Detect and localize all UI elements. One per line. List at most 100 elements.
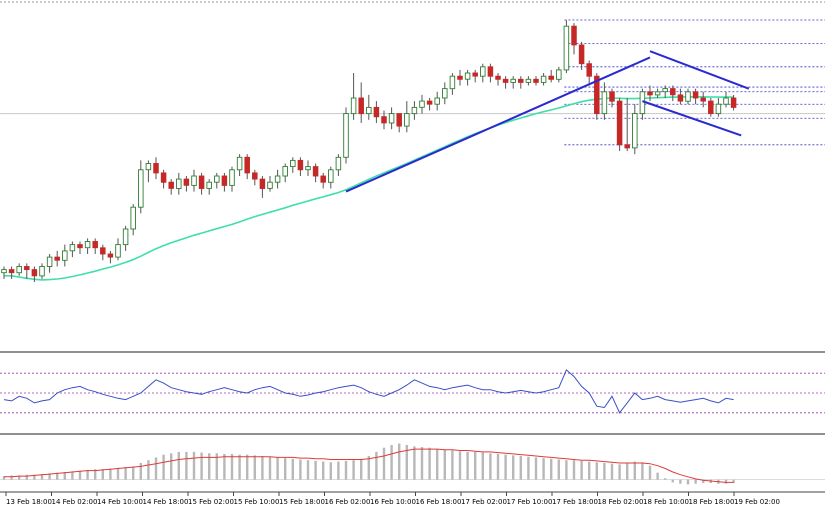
candle-body-down [616, 100, 623, 146]
candle-body-up [510, 78, 516, 83]
candle [457, 69, 463, 86]
candle [16, 263, 22, 276]
candle-body-up [274, 175, 281, 183]
candle [358, 82, 364, 123]
candle [426, 98, 433, 111]
candle-body-down [495, 75, 501, 80]
x-tick-label: 18 Feb 10:00 [643, 498, 689, 506]
candle-body-down [670, 88, 676, 96]
candle-body-up [442, 88, 448, 99]
flag-upper-trendline [649, 50, 750, 90]
candle-body-up [388, 113, 395, 124]
candle-body-down [518, 78, 524, 83]
candle [464, 69, 471, 86]
candle-body-down [312, 166, 319, 177]
candle [267, 176, 273, 192]
candle-body-up [229, 169, 235, 186]
candle-body-up [685, 91, 691, 102]
candle-body-down [100, 247, 106, 255]
x-tick-label: 14 Feb 18:00 [143, 498, 189, 506]
candle [335, 154, 342, 176]
x-tick-label: 15 Feb 02:00 [188, 498, 234, 506]
candle [343, 107, 349, 164]
candle-body-down [692, 91, 699, 99]
candle-body-down [107, 253, 114, 258]
candle [556, 66, 562, 83]
candle-body-up [122, 228, 129, 246]
x-tick-label: 16 Feb 18:00 [416, 498, 462, 506]
candle [282, 163, 288, 183]
rising-trendline [345, 56, 651, 193]
candle [221, 172, 228, 192]
candle [647, 85, 653, 102]
candle-body-up [601, 91, 608, 115]
candle-body-down [198, 175, 205, 189]
candle [381, 110, 387, 130]
candle [206, 179, 212, 195]
candle-body-down [54, 256, 60, 261]
candle-body-down [381, 116, 387, 124]
histogram-signal-line [4, 448, 734, 483]
candle-body-up [176, 178, 182, 189]
oscillator-panel [0, 369, 825, 414]
candle [654, 88, 661, 98]
candle-body-up [449, 75, 456, 90]
x-tick-label: 17 Feb 18:00 [552, 498, 598, 506]
candle-body-down [624, 144, 630, 149]
candle-body-down [183, 178, 190, 186]
candle-body-down [259, 178, 266, 189]
candle-body-up [115, 244, 121, 258]
x-tick-label: 14 Feb 10:00 [97, 498, 143, 506]
candle-body-up [540, 75, 547, 83]
candle-body-up [290, 159, 296, 168]
x-tick-label: 14 Feb 02:00 [52, 498, 98, 506]
candle [138, 160, 144, 214]
candle-body-down [426, 100, 433, 105]
candle-body-up [563, 25, 570, 71]
candle [46, 254, 53, 273]
candle [168, 179, 174, 195]
candle [69, 241, 76, 258]
candle [39, 263, 45, 279]
candle-body-down [373, 106, 380, 118]
candle [419, 94, 425, 114]
candle [670, 85, 676, 102]
candle [510, 76, 516, 89]
candle [183, 176, 190, 192]
candle [191, 169, 197, 192]
candle [487, 63, 494, 83]
candle-body-up [46, 256, 53, 267]
candle [84, 238, 91, 254]
candle [411, 101, 418, 120]
candle [24, 263, 30, 279]
histogram-panel [0, 443, 825, 485]
candle [312, 163, 319, 183]
candle-body-up [16, 266, 22, 274]
candle-body-up [411, 106, 418, 115]
candle [609, 88, 615, 108]
candle [434, 91, 440, 111]
candle-body-up [662, 88, 668, 93]
candle [533, 76, 539, 86]
candle-body-up [39, 266, 45, 277]
candle-body-up [191, 175, 197, 186]
candle-body-up [715, 103, 722, 115]
candle-body-down [297, 159, 304, 171]
candle [578, 41, 585, 70]
candle-body-up [62, 250, 68, 261]
x-axis: 13 Feb 18:00 14 Feb 02:00 14 Feb 10:00 14 F… [5, 492, 780, 506]
candle [350, 73, 357, 120]
candle [274, 169, 281, 189]
candle [328, 166, 334, 189]
candle [518, 76, 524, 89]
candle-body-down [548, 75, 554, 80]
candle [290, 157, 296, 173]
candle-body-down [252, 172, 258, 180]
x-tick-label: 16 Feb 02:00 [325, 498, 371, 506]
flag-lower-trendline [642, 100, 742, 137]
x-tick-label: 16 Feb 10:00 [370, 498, 416, 506]
candle [31, 266, 38, 283]
candle [525, 76, 532, 86]
